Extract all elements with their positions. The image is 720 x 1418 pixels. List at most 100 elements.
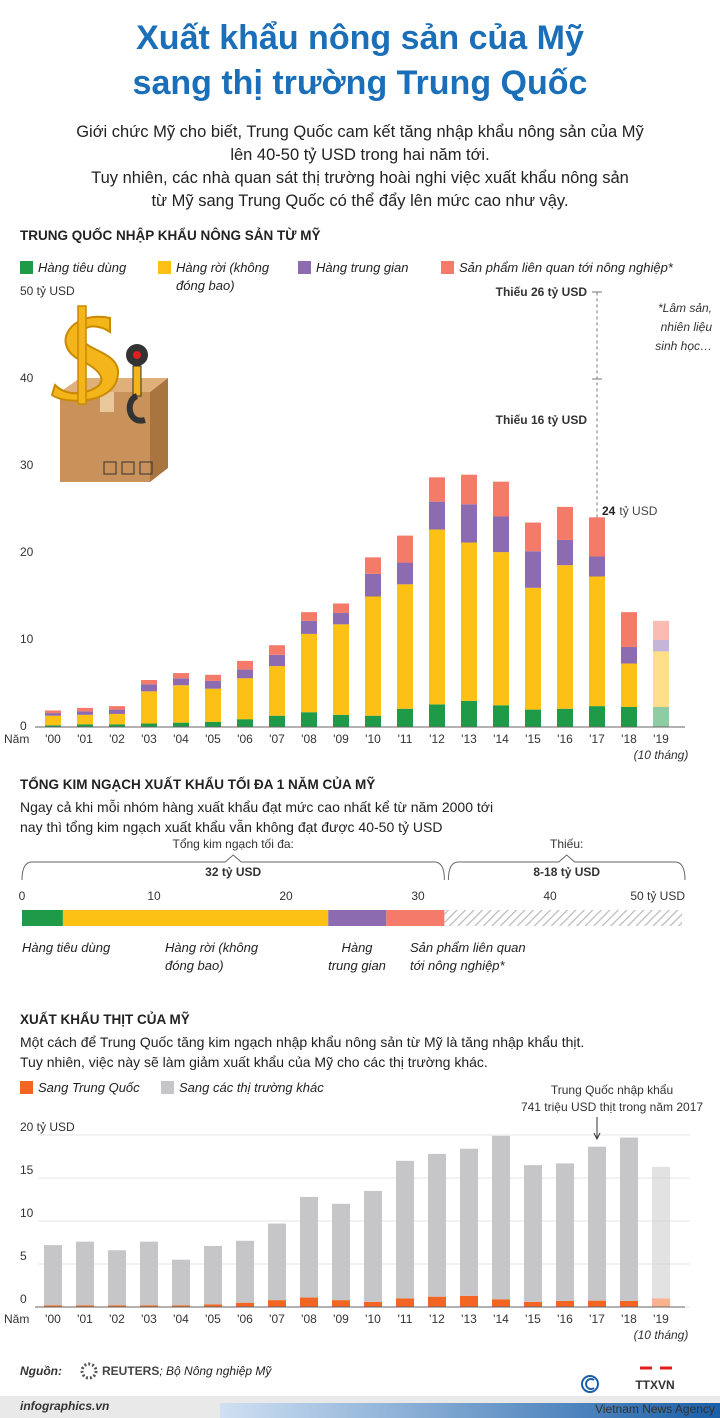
bar-segment bbox=[621, 646, 637, 664]
bar-segment bbox=[557, 708, 573, 727]
y-tick-label: 0 bbox=[20, 1292, 27, 1306]
bar-segment bbox=[77, 724, 93, 727]
y-tick-label: 20 tỷ USD bbox=[20, 1120, 75, 1134]
bar-segment bbox=[620, 1300, 638, 1307]
title: sang thị trường Trung Quốc bbox=[132, 64, 588, 102]
source-label: Nguồn: bbox=[20, 1364, 62, 1378]
bar-segment bbox=[333, 603, 349, 614]
bar-segment bbox=[429, 529, 445, 705]
x-tick-label: '03 bbox=[141, 732, 157, 746]
x-tick-label: '12 bbox=[429, 1312, 445, 1326]
shortfall-hatch bbox=[444, 910, 682, 926]
x-tick-label: '19 bbox=[653, 732, 669, 746]
bar-segment bbox=[621, 612, 637, 647]
legend-swatch bbox=[158, 261, 171, 274]
bar-segment bbox=[77, 714, 93, 725]
bar-segment bbox=[493, 481, 509, 517]
segment-label: Hàng tiêu dùng bbox=[22, 940, 111, 955]
bar-segment bbox=[236, 1240, 254, 1303]
annotation: 32 tỷ USD bbox=[205, 865, 261, 879]
x-tick-label: '13 bbox=[461, 1312, 477, 1326]
bar-segment bbox=[237, 678, 253, 720]
bar-segment bbox=[396, 1160, 414, 1299]
bar-segment bbox=[333, 624, 349, 715]
bar-segment bbox=[493, 705, 509, 727]
bar-segment bbox=[429, 704, 445, 727]
bar-segment bbox=[620, 1137, 638, 1301]
source-rest: ; Bộ Nông nghiệp Mỹ bbox=[159, 1364, 272, 1378]
copyright-icon bbox=[585, 1378, 595, 1390]
bar-segment bbox=[429, 477, 445, 502]
x-tick-label: '01 bbox=[77, 1312, 93, 1326]
bar-segment bbox=[141, 691, 157, 724]
x-tick-label: '15 bbox=[525, 1312, 541, 1326]
y-tick-label: 10 bbox=[20, 1206, 34, 1220]
bar-segment bbox=[653, 640, 669, 652]
bar-segment bbox=[461, 542, 477, 701]
x-tick-label: '09 bbox=[333, 732, 349, 746]
bar-segment bbox=[397, 708, 413, 727]
x-tick-label: 30 bbox=[411, 889, 425, 903]
bar-segment bbox=[557, 539, 573, 566]
footnote: *Lâm sản, bbox=[658, 301, 712, 315]
bar-segment bbox=[109, 724, 125, 727]
bar-segment bbox=[269, 654, 285, 667]
x-tick-label: '04 bbox=[173, 1312, 189, 1326]
bar-segment bbox=[301, 712, 317, 727]
bar-segment bbox=[461, 474, 477, 505]
x-tick-label: '12 bbox=[429, 732, 445, 746]
segment-label: Hàng rời (không đóng bao) bbox=[165, 940, 259, 973]
x-tick-label: '15 bbox=[525, 732, 541, 746]
legend-label: Sản phẩm liên quan tới nông nghiệp* bbox=[459, 260, 673, 275]
x-tick-label: 20 bbox=[279, 889, 293, 903]
callout-arrow bbox=[593, 1117, 601, 1141]
bar-segment bbox=[525, 587, 541, 710]
bar-segment bbox=[172, 1259, 190, 1306]
bar-segment bbox=[557, 565, 573, 709]
footnote: nhiên liệu bbox=[661, 320, 713, 334]
bar-segment bbox=[621, 663, 637, 707]
bar-segment bbox=[268, 1300, 286, 1307]
bar-segment bbox=[492, 1299, 510, 1307]
bar-segment bbox=[365, 715, 381, 727]
x-tick-label: '00 bbox=[45, 1312, 61, 1326]
x-tick-label: '11 bbox=[398, 732, 413, 746]
section-title: XUẤT KHẨU THỊT CỦA MỸ bbox=[20, 1012, 190, 1027]
bar-segment bbox=[333, 714, 349, 727]
annotation: Thiếu: bbox=[550, 837, 583, 851]
x-tick-label: '05 bbox=[205, 1312, 221, 1326]
bar-segment bbox=[525, 709, 541, 727]
x-tick-label: '17 bbox=[589, 1312, 605, 1326]
bar-segment bbox=[205, 688, 221, 722]
bar-segment bbox=[141, 684, 157, 692]
bar-segment bbox=[328, 910, 387, 926]
source: REUTERS; Bộ Nông nghiệp Mỹ bbox=[102, 1364, 272, 1378]
annotation: Thiếu 26 tỷ USD bbox=[496, 285, 588, 299]
bar-segment bbox=[140, 1305, 158, 1307]
partial-note: (10 tháng) bbox=[634, 748, 689, 762]
intro: Giới chức Mỹ cho biết, Trung Quốc cam kế… bbox=[76, 123, 644, 141]
bar-segment bbox=[460, 1295, 478, 1307]
x-tick-label: '18 bbox=[621, 1312, 637, 1326]
y-tick-label: 30 bbox=[20, 458, 34, 472]
x-tick-label: '07 bbox=[269, 1312, 285, 1326]
legend-swatch bbox=[20, 1081, 33, 1094]
annotation-value: 24 bbox=[602, 504, 616, 518]
bar-segment bbox=[397, 562, 413, 585]
bar-segment bbox=[365, 557, 381, 574]
x-tick-label: '01 bbox=[77, 732, 93, 746]
bar-segment bbox=[386, 910, 445, 926]
bar-segment bbox=[141, 723, 157, 727]
x-tick-label: '16 bbox=[557, 732, 573, 746]
x-tick-label: '02 bbox=[109, 1312, 125, 1326]
description: Một cách để Trung Quốc tăng kim ngạch nh… bbox=[20, 1034, 585, 1050]
legend-swatch bbox=[298, 261, 311, 274]
copyright-icon bbox=[581, 1375, 599, 1393]
x-tick-label: '06 bbox=[237, 732, 253, 746]
bar-segment bbox=[77, 711, 93, 715]
bar-segment bbox=[653, 620, 669, 640]
bar-segment bbox=[109, 709, 125, 714]
title: Xuất khẩu nông sản của Mỹ bbox=[136, 19, 584, 57]
x-tick-label: 50 tỷ USD bbox=[630, 889, 685, 903]
